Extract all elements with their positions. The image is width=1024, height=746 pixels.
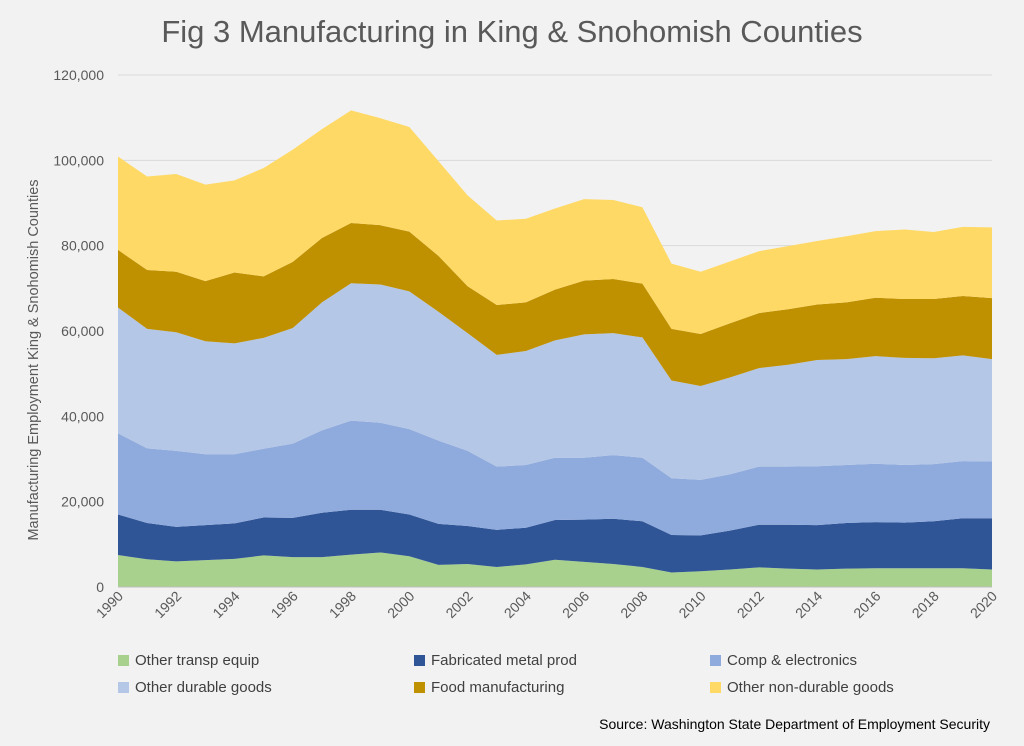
legend-label: Comp & electronics <box>727 652 858 669</box>
x-tick-label: 1994 <box>209 588 242 621</box>
y-axis-label: Manufacturing Employment King & Snohomis… <box>26 179 42 540</box>
x-tick-label: 1992 <box>151 588 184 621</box>
legend-swatch <box>414 682 425 693</box>
area-other-transp-equip <box>118 552 992 587</box>
y-tick-label: 100,000 <box>53 152 104 168</box>
x-tick-label: 2012 <box>734 588 767 621</box>
legend-label: Food manufacturing <box>431 679 565 696</box>
legend-item: Fabricated metal prod <box>414 652 710 669</box>
legend-item: Other non-durable goods <box>710 679 998 696</box>
x-tick-label: 1998 <box>326 588 359 621</box>
x-tick-label: 2008 <box>617 588 650 621</box>
chart-title: Fig 3 Manufacturing in King & Snohomish … <box>161 14 863 49</box>
x-tick-label: 2006 <box>559 588 592 621</box>
source-note: Source: Washington State Department of E… <box>599 716 990 732</box>
x-tick-label: 2004 <box>501 588 534 621</box>
area-series <box>118 110 992 587</box>
legend-item: Comp & electronics <box>710 652 998 669</box>
legend-label: Other transp equip <box>135 652 260 669</box>
x-tick-label: 1996 <box>268 588 301 621</box>
area-food-manufacturing <box>118 223 992 387</box>
legend-swatch <box>710 655 721 666</box>
x-tick-label: 2002 <box>442 588 475 621</box>
legend-label: Other durable goods <box>135 679 272 696</box>
x-tick-label: 2018 <box>909 588 942 621</box>
y-tick-labels: 0 20,000 40,000 60,000 80,000 100,000 120,000 <box>53 67 104 595</box>
y-tick-label: 60,000 <box>61 323 104 339</box>
legend-label: Other non-durable goods <box>727 679 894 696</box>
x-tick-label: 2014 <box>792 588 825 621</box>
legend-item: Food manufacturing <box>414 679 710 696</box>
legend-item: Other transp equip <box>118 652 414 669</box>
legend-swatch <box>710 682 721 693</box>
x-tick-label: 2000 <box>384 588 417 621</box>
x-tick-label: 2016 <box>850 588 883 621</box>
y-tick-label: 40,000 <box>61 408 104 424</box>
area-other-durable-goods <box>118 283 992 480</box>
y-tick-label: 120,000 <box>53 67 104 83</box>
y-tick-label: 0 <box>96 579 104 595</box>
legend: Other transp equip Fabricated metal prod C… <box>118 652 998 696</box>
y-tick-label: 20,000 <box>61 494 104 510</box>
x-tick-label: 2020 <box>967 588 1000 621</box>
x-tick-label: 2010 <box>675 588 708 621</box>
area-comp-electronics <box>118 420 992 536</box>
y-tick-label: 80,000 <box>61 238 104 254</box>
x-tick-labels: 1990 1992 1994 1996 1998 2000 2002 2004 2006 2008… <box>93 588 1000 621</box>
area-fabricated-metal-prod <box>118 509 992 573</box>
legend-label: Fabricated metal prod <box>431 652 577 669</box>
area-other-non-durable-goods <box>118 110 992 334</box>
legend-swatch <box>414 655 425 666</box>
legend-swatch <box>118 655 129 666</box>
legend-swatch <box>118 682 129 693</box>
legend-item: Other durable goods <box>118 679 414 696</box>
